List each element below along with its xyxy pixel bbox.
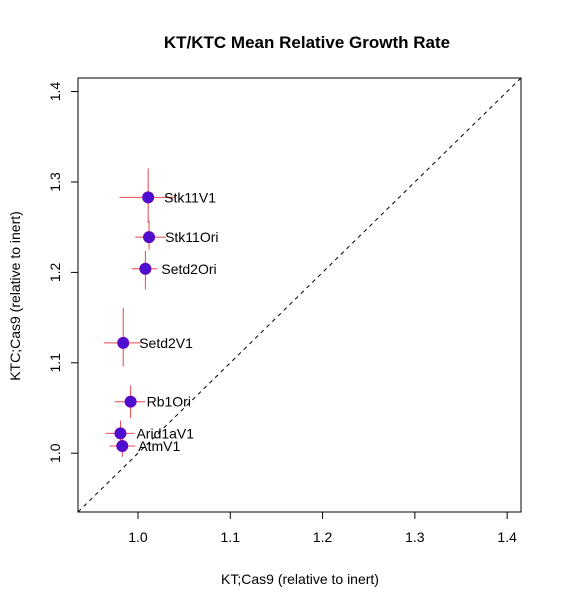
chart-title: KT/KTC Mean Relative Growth Rate — [164, 33, 450, 52]
point-label: Setd2Ori — [161, 261, 216, 277]
x-tick-label: 1.2 — [313, 529, 333, 545]
y-tick-label: 1.1 — [47, 353, 63, 373]
point-label: Stk11Ori — [165, 229, 218, 245]
y-tick-label: 1.2 — [47, 262, 63, 282]
data-point — [114, 427, 127, 440]
point-label: AtmV1 — [138, 438, 180, 454]
data-point — [142, 191, 155, 204]
data-point — [124, 395, 137, 408]
x-tick-label: 1.1 — [221, 529, 241, 545]
data-point — [117, 336, 130, 349]
x-tick-label: 1.0 — [128, 529, 148, 545]
error-bars — [103, 168, 175, 457]
data-point — [139, 262, 152, 275]
data-point — [116, 439, 129, 452]
point-label: Setd2V1 — [139, 335, 193, 351]
y-tick-label: 1.3 — [47, 172, 63, 192]
x-axis-label: KT;Cas9 (relative to inert) — [221, 571, 379, 587]
y-tick-label: 1.0 — [47, 443, 63, 463]
point-labels: Stk11V1 Stk11Ori Setd2Ori Setd2V1 Rb1Ori Arid… — [136, 189, 218, 454]
y-axis: 1.0 1.1 1.2 1.3 1.4 — [47, 82, 78, 463]
data-point — [143, 231, 156, 244]
x-tick-label: 1.4 — [497, 529, 517, 545]
point-label: Rb1Ori — [147, 394, 191, 410]
y-axis-label: KTC;Cas9 (relative to inert) — [7, 211, 23, 381]
y-tick-label: 1.4 — [47, 82, 63, 102]
point-label: Arid1aV1 — [136, 425, 194, 441]
plot-frame — [77, 77, 522, 513]
data-points — [114, 191, 156, 452]
x-tick-label: 1.3 — [405, 529, 425, 545]
point-label: Stk11V1 — [164, 189, 216, 205]
x-axis: 1.0 1.1 1.2 1.3 1.4 — [128, 512, 517, 545]
